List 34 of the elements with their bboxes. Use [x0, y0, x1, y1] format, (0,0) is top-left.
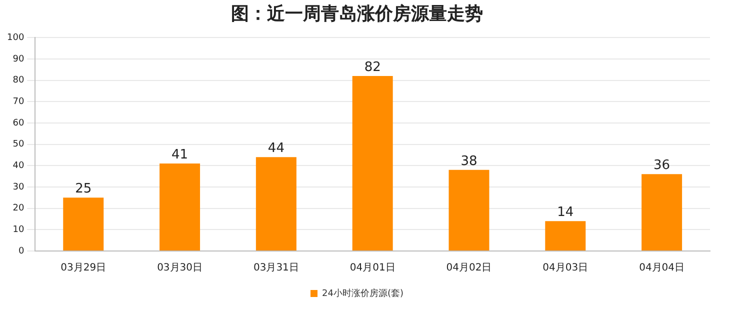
- x-tick-label: 04月04日: [639, 262, 685, 274]
- x-tick-label: 03月29日: [60, 262, 106, 274]
- data-label: 38: [460, 154, 478, 169]
- x-tick-label: 03月31日: [253, 262, 299, 274]
- y-tick-label: 60: [12, 118, 24, 128]
- x-tick-label: 03月30日: [157, 262, 203, 274]
- bar: [63, 198, 104, 250]
- bar: [352, 76, 393, 250]
- bar: [256, 157, 296, 250]
- bar: [642, 174, 682, 250]
- y-tick-label: 20: [12, 204, 24, 214]
- x-tick-label: 04月03日: [542, 262, 588, 274]
- y-tick-label: 0: [18, 246, 24, 256]
- y-tick-label: 90: [12, 54, 24, 64]
- y-tick-label: 40: [12, 160, 24, 171]
- y-tick-label: 100: [6, 32, 24, 43]
- bar: [448, 170, 490, 250]
- data-label: 25: [75, 182, 92, 197]
- x-tick-label: 04月02日: [446, 262, 492, 274]
- data-label: 14: [557, 205, 574, 220]
- data-label: 44: [268, 140, 284, 156]
- bar: [160, 164, 200, 250]
- y-tick-label: 80: [12, 76, 24, 86]
- data-label: 36: [654, 158, 670, 174]
- data-label: 82: [364, 60, 381, 75]
- data-label: 41: [172, 147, 188, 162]
- y-tick-label: 10: [12, 225, 24, 236]
- chart-title: 图：近一周青岛涨价房源量走势: [231, 3, 483, 24]
- y-tick-label: 50: [12, 140, 24, 150]
- bar: [545, 221, 586, 250]
- x-tick-label: 04月01日: [350, 262, 396, 274]
- legend-label: 24小时涨价房源(套): [322, 288, 404, 299]
- y-tick-label: 70: [12, 96, 24, 107]
- y-tick-label: 30: [12, 182, 24, 192]
